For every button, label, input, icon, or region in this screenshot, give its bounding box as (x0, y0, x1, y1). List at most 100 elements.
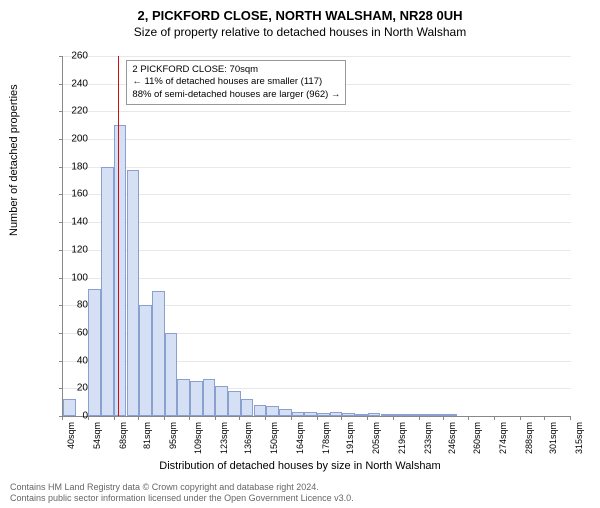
ytick-label: 60 (58, 327, 88, 338)
histogram-bar (406, 414, 419, 416)
xtick-label: 260sqm (472, 422, 482, 462)
xtick-label: 301sqm (548, 422, 558, 462)
xtick-label: 191sqm (345, 422, 355, 462)
histogram-bar (152, 291, 165, 416)
xtick-mark (114, 416, 115, 420)
gridline (63, 111, 571, 112)
ytick-label: 160 (58, 189, 88, 200)
y-axis-label: Number of detached properties (8, 84, 20, 236)
x-axis-label: Distribution of detached houses by size … (0, 460, 600, 472)
gridline (63, 139, 571, 140)
ytick-label: 120 (58, 244, 88, 255)
xtick-mark (317, 416, 318, 420)
xtick-mark (265, 416, 266, 420)
gridline (63, 167, 571, 168)
xtick-mark (291, 416, 292, 420)
histogram-bar (292, 412, 305, 416)
histogram-bar (279, 409, 292, 416)
xtick-label: 219sqm (397, 422, 407, 462)
gridline (63, 250, 571, 251)
xtick-label: 178sqm (321, 422, 331, 462)
ytick-label: 80 (58, 300, 88, 311)
xtick-mark (88, 416, 89, 420)
ytick-label: 20 (58, 383, 88, 394)
xtick-label: 246sqm (447, 422, 457, 462)
xtick-label: 81sqm (142, 422, 152, 462)
histogram-bar (215, 386, 228, 416)
histogram-bar (228, 391, 241, 416)
xtick-label: 150sqm (269, 422, 279, 462)
annotation-line: 88% of semi-detached houses are larger (… (132, 89, 340, 101)
histogram-bar (444, 414, 457, 416)
xtick-label: 315sqm (574, 422, 584, 462)
gridline (63, 278, 571, 279)
ytick-label: 200 (58, 134, 88, 145)
xtick-mark (189, 416, 190, 420)
xtick-mark (215, 416, 216, 420)
histogram-bar (203, 379, 216, 416)
histogram-bar (317, 413, 330, 416)
xtick-mark (341, 416, 342, 420)
reference-line (118, 56, 119, 416)
xtick-mark (62, 416, 63, 420)
histogram-bar (127, 170, 140, 416)
chart-plot-area: 2 PICKFORD CLOSE: 70sqm← 11% of detached… (62, 56, 571, 417)
ytick-label: 100 (58, 272, 88, 283)
histogram-bar (304, 412, 317, 416)
xtick-mark (419, 416, 420, 420)
xtick-label: 164sqm (295, 422, 305, 462)
xtick-mark (138, 416, 139, 420)
ytick-label: 180 (58, 161, 88, 172)
chart-title-line1: 2, PICKFORD CLOSE, NORTH WALSHAM, NR28 0… (0, 8, 600, 23)
footer-attribution: Contains HM Land Registry data © Crown c… (10, 482, 354, 504)
xtick-label: 68sqm (118, 422, 128, 462)
xtick-label: 233sqm (423, 422, 433, 462)
xtick-label: 54sqm (92, 422, 102, 462)
histogram-bar (254, 405, 267, 416)
annotation-line: 2 PICKFORD CLOSE: 70sqm (132, 64, 340, 76)
xtick-label: 288sqm (524, 422, 534, 462)
xtick-mark (468, 416, 469, 420)
footer-line2: Contains public sector information licen… (10, 493, 354, 504)
footer-line1: Contains HM Land Registry data © Crown c… (10, 482, 354, 493)
xtick-label: 40sqm (66, 422, 76, 462)
xtick-mark (393, 416, 394, 420)
xtick-mark (544, 416, 545, 420)
histogram-bar (114, 125, 127, 416)
ytick-label: 140 (58, 217, 88, 228)
xtick-label: 274sqm (498, 422, 508, 462)
histogram-bar (241, 399, 254, 416)
xtick-mark (520, 416, 521, 420)
histogram-bar (342, 413, 355, 416)
gridline (63, 56, 571, 57)
xtick-mark (164, 416, 165, 420)
histogram-bar (190, 381, 203, 416)
histogram-bar (139, 305, 152, 416)
gridline (63, 194, 571, 195)
ytick-label: 240 (58, 78, 88, 89)
xtick-mark (443, 416, 444, 420)
histogram-bar (419, 414, 432, 416)
histogram-bar (266, 406, 279, 416)
xtick-mark (367, 416, 368, 420)
xtick-label: 109sqm (193, 422, 203, 462)
annotation-line: ← 11% of detached houses are smaller (11… (132, 76, 340, 88)
ytick-label: 220 (58, 106, 88, 117)
histogram-bar (393, 414, 406, 416)
xtick-mark (494, 416, 495, 420)
histogram-bar (88, 289, 101, 416)
xtick-label: 205sqm (371, 422, 381, 462)
chart-title-line2: Size of property relative to detached ho… (0, 25, 600, 39)
xtick-label: 123sqm (219, 422, 229, 462)
xtick-mark (239, 416, 240, 420)
ytick-label: 260 (58, 51, 88, 62)
histogram-bar (177, 379, 190, 416)
gridline (63, 222, 571, 223)
xtick-mark (570, 416, 571, 420)
annotation-box: 2 PICKFORD CLOSE: 70sqm← 11% of detached… (126, 60, 346, 105)
histogram-bar (368, 413, 381, 416)
histogram-bar (165, 333, 178, 416)
histogram-bar (101, 167, 114, 416)
xtick-label: 95sqm (168, 422, 178, 462)
ytick-label: 40 (58, 355, 88, 366)
